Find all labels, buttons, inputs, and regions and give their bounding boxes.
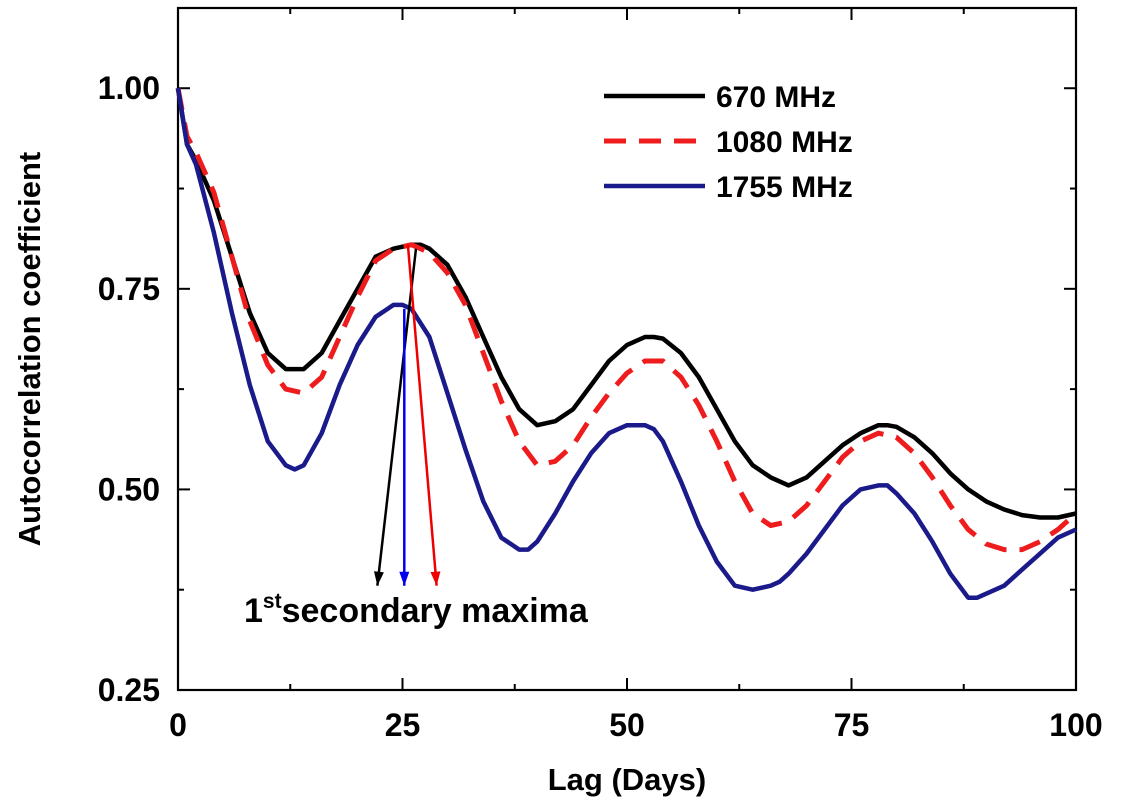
x-axis-title: Lag (Days) [548, 762, 706, 797]
annotation-arrow-1 [376, 248, 418, 586]
y-tick-label: 0.50 [98, 471, 160, 507]
plot-frame [176, 6, 1078, 692]
x-tick-label: 0 [169, 707, 187, 743]
series-layer [175, 87, 1078, 600]
legend: 670 MHz 1080 MHz 1755 MHz [604, 81, 853, 204]
y-tick-label: 1.00 [98, 70, 160, 106]
y-tick-label: 0.75 [98, 271, 160, 307]
annotation-label: 1stsecondary maxima [244, 590, 589, 630]
legend-label-3: 1755 MHz [716, 171, 853, 204]
x-tick-label: 75 [834, 707, 870, 743]
annotation-arrowhead-1 [373, 571, 384, 586]
x-tick-label: 100 [1049, 707, 1102, 743]
annotation-arrow-3 [406, 244, 438, 586]
y-axis-title: Autocorrelation coefficient [12, 152, 47, 546]
x-tick-label: 50 [609, 707, 645, 743]
ticks-layer: 0 25 50 75 100 0.25 0.50 0.75 1.00 [98, 8, 1103, 743]
series-line-3 [175, 87, 1077, 600]
x-tick-label: 25 [385, 707, 421, 743]
legend-label-1: 670 MHz [716, 81, 836, 114]
annotation-arrowhead-3 [430, 571, 441, 586]
legend-label-2: 1080 MHz [716, 126, 853, 159]
series-line-2 [175, 87, 1078, 553]
annotation-arrowhead-2 [399, 571, 410, 586]
y-tick-label: 0.25 [98, 672, 160, 708]
series-line-1 [175, 87, 1077, 520]
annotation-layer: 1stsecondary maxima [244, 244, 589, 630]
